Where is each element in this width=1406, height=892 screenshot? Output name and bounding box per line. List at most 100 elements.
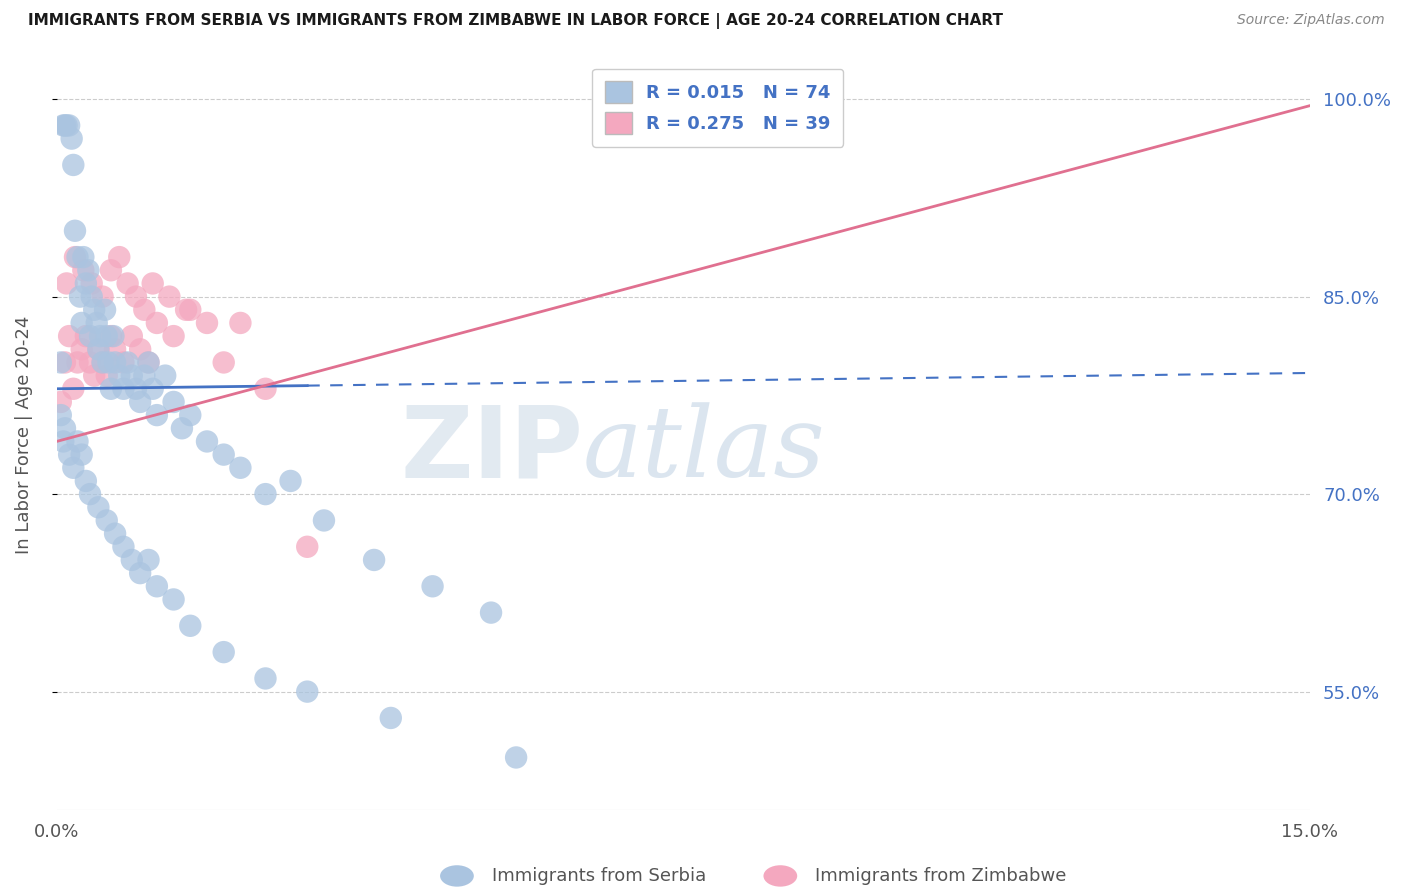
Point	[86, 316, 108, 330]
Point	[53, 119, 76, 133]
Point	[179, 302, 201, 317]
Point	[195, 434, 218, 449]
Point	[212, 355, 235, 369]
Point	[72, 250, 94, 264]
Point	[195, 316, 218, 330]
Point	[138, 355, 160, 369]
Point	[179, 408, 201, 422]
Point	[100, 329, 122, 343]
Point	[103, 329, 125, 343]
Point	[49, 395, 72, 409]
Point	[58, 448, 80, 462]
Point	[87, 500, 110, 515]
Point	[104, 355, 127, 369]
Point	[79, 487, 101, 501]
Point	[62, 460, 84, 475]
Point	[66, 250, 89, 264]
Point	[80, 277, 103, 291]
Point	[125, 290, 148, 304]
Text: Immigrants from Serbia: Immigrants from Serbia	[492, 867, 706, 885]
Point	[129, 566, 152, 581]
Point	[97, 355, 120, 369]
Point	[254, 382, 277, 396]
Point	[297, 684, 319, 698]
Point	[112, 355, 135, 369]
Point	[229, 316, 252, 330]
Point	[80, 290, 103, 304]
Point	[53, 421, 76, 435]
Point	[117, 277, 139, 291]
Point	[100, 382, 122, 396]
Point	[70, 448, 93, 462]
Point	[91, 355, 114, 369]
Point	[96, 368, 118, 383]
Legend: R = 0.015   N = 74, R = 0.275   N = 39: R = 0.015 N = 74, R = 0.275 N = 39	[592, 69, 844, 147]
Point	[142, 277, 165, 291]
Point	[62, 158, 84, 172]
Point	[69, 290, 91, 304]
Point	[83, 368, 105, 383]
Point	[75, 474, 97, 488]
Point	[53, 355, 76, 369]
Point	[254, 672, 277, 686]
Point	[146, 408, 169, 422]
Text: ZIP: ZIP	[401, 401, 583, 499]
Point	[170, 421, 193, 435]
Point	[91, 355, 114, 369]
Point	[60, 131, 83, 145]
Point	[138, 355, 160, 369]
Point	[66, 434, 89, 449]
Point	[162, 395, 184, 409]
Point	[104, 526, 127, 541]
Point	[121, 368, 143, 383]
Point	[94, 302, 117, 317]
Point	[87, 343, 110, 357]
Point	[108, 250, 131, 264]
Point	[129, 343, 152, 357]
Point	[77, 263, 100, 277]
Point	[87, 343, 110, 357]
Point	[162, 329, 184, 343]
Point	[70, 343, 93, 357]
Point	[479, 606, 502, 620]
Point	[380, 711, 402, 725]
Point	[70, 316, 93, 330]
Point	[155, 368, 177, 383]
Point	[83, 302, 105, 317]
Point	[146, 579, 169, 593]
Point	[79, 355, 101, 369]
Text: Immigrants from Zimbabwe: Immigrants from Zimbabwe	[815, 867, 1067, 885]
Point	[58, 329, 80, 343]
Point	[75, 329, 97, 343]
Point	[58, 119, 80, 133]
Point	[212, 448, 235, 462]
Point	[91, 290, 114, 304]
Point	[49, 355, 72, 369]
Point	[138, 553, 160, 567]
Point	[134, 368, 156, 383]
Point	[121, 553, 143, 567]
Point	[108, 368, 131, 383]
Point	[49, 408, 72, 422]
Text: IMMIGRANTS FROM SERBIA VS IMMIGRANTS FROM ZIMBABWE IN LABOR FORCE | AGE 20-24 CO: IMMIGRANTS FROM SERBIA VS IMMIGRANTS FRO…	[28, 13, 1002, 29]
Point	[104, 343, 127, 357]
Point	[89, 329, 111, 343]
Point	[312, 513, 335, 527]
Point	[422, 579, 444, 593]
Point	[129, 395, 152, 409]
Point	[121, 329, 143, 343]
Point	[254, 487, 277, 501]
Point	[63, 224, 86, 238]
Point	[75, 277, 97, 291]
Point	[72, 263, 94, 277]
Point	[96, 513, 118, 527]
Point	[52, 119, 75, 133]
Point	[63, 250, 86, 264]
Point	[112, 540, 135, 554]
Point	[179, 619, 201, 633]
Point	[125, 382, 148, 396]
Point	[62, 382, 84, 396]
Point	[174, 302, 197, 317]
Point	[142, 382, 165, 396]
Point	[66, 355, 89, 369]
